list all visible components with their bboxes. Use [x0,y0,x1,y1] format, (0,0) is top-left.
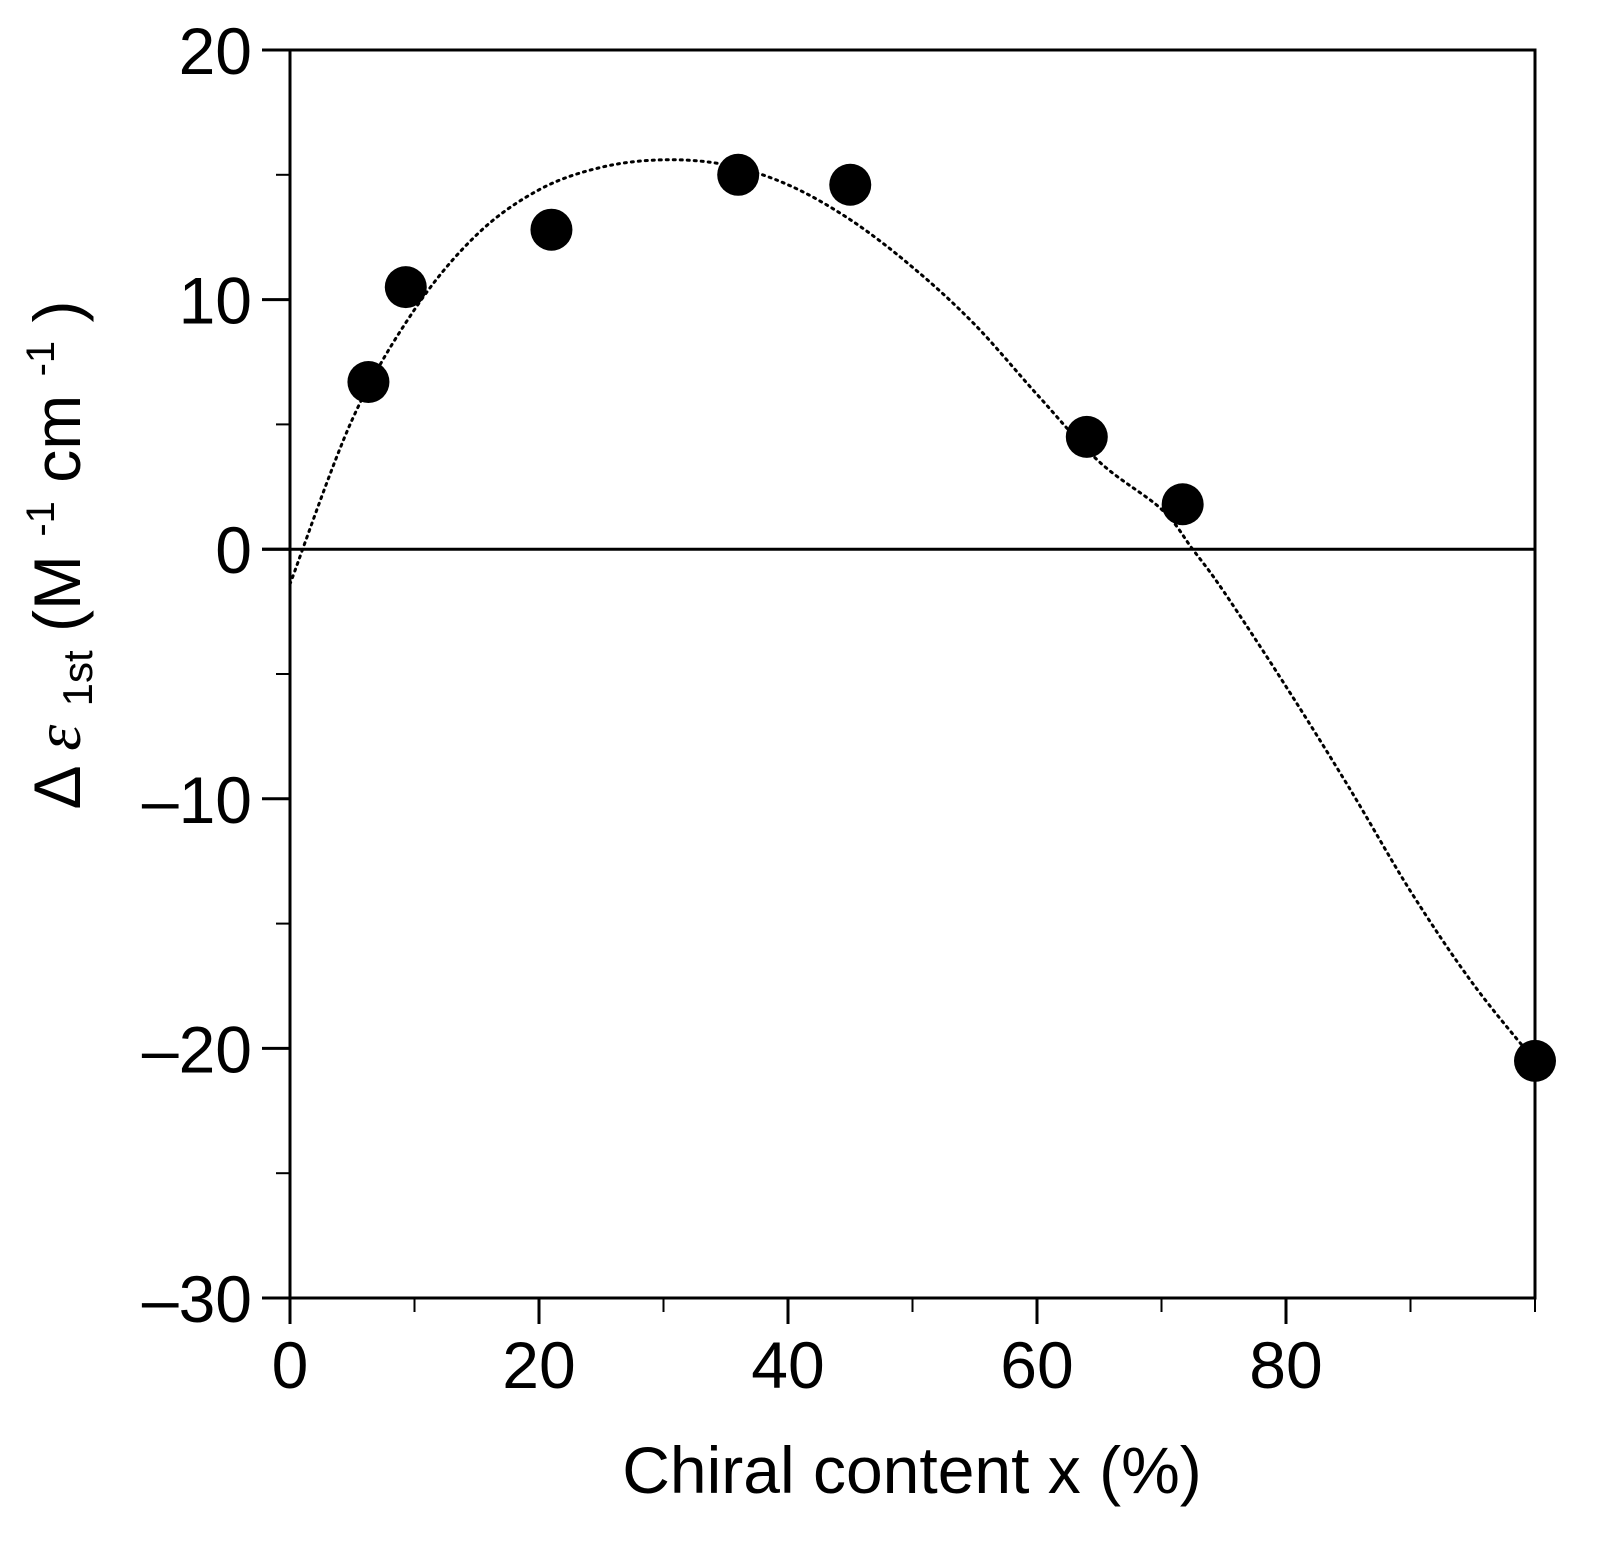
y-tick-label: –30 [142,1262,252,1336]
x-tick-label: 20 [502,1328,575,1402]
y-tick-labels: 20 10 0 –10 –20 –30 [142,14,252,1336]
y-tick-label: –10 [142,763,252,837]
y-tick-label: 20 [179,14,252,88]
x-axis-label: Chiral content x (%) [622,1433,1202,1507]
major-ticks [262,48,1288,1324]
data-point [1161,483,1204,526]
data-point [1514,1039,1556,1082]
data-point [717,153,760,196]
minor-ticks [276,173,1536,1312]
y-axis-label-epsilon: ε [22,725,95,751]
x-tick-label: 60 [1000,1328,1073,1402]
y-axis-label: Δ ε 1st (M -1 cm -1 ) [0,301,106,810]
y-axis-label-mid: cm [20,395,94,483]
y-axis-label-subscript: 1st [54,650,101,706]
data-point [1065,415,1108,458]
plot-frame [288,48,1537,1300]
data-point [347,360,390,403]
y-axis-label-sup2: -1 [19,341,63,377]
y-tick-label: 10 [179,264,252,338]
x-tick-label: 40 [751,1328,824,1402]
y-axis-label-sup1: -1 [19,501,63,537]
x-tick-labels: 0 20 40 60 80 [272,1328,1323,1402]
y-axis-label-open: (M [20,555,94,632]
data-point [829,163,872,206]
data-points [347,153,1556,1082]
y-axis-label-delta: Δ [20,767,94,810]
y-tick-label: 0 [215,513,252,587]
data-point [530,208,573,251]
data-point [384,266,427,309]
fit-curve [288,158,1537,1063]
y-tick-label: –20 [142,1012,252,1086]
y-axis-label-close: ) [20,301,94,323]
x-tick-label: 80 [1249,1328,1322,1402]
x-tick-label: 0 [272,1328,309,1402]
